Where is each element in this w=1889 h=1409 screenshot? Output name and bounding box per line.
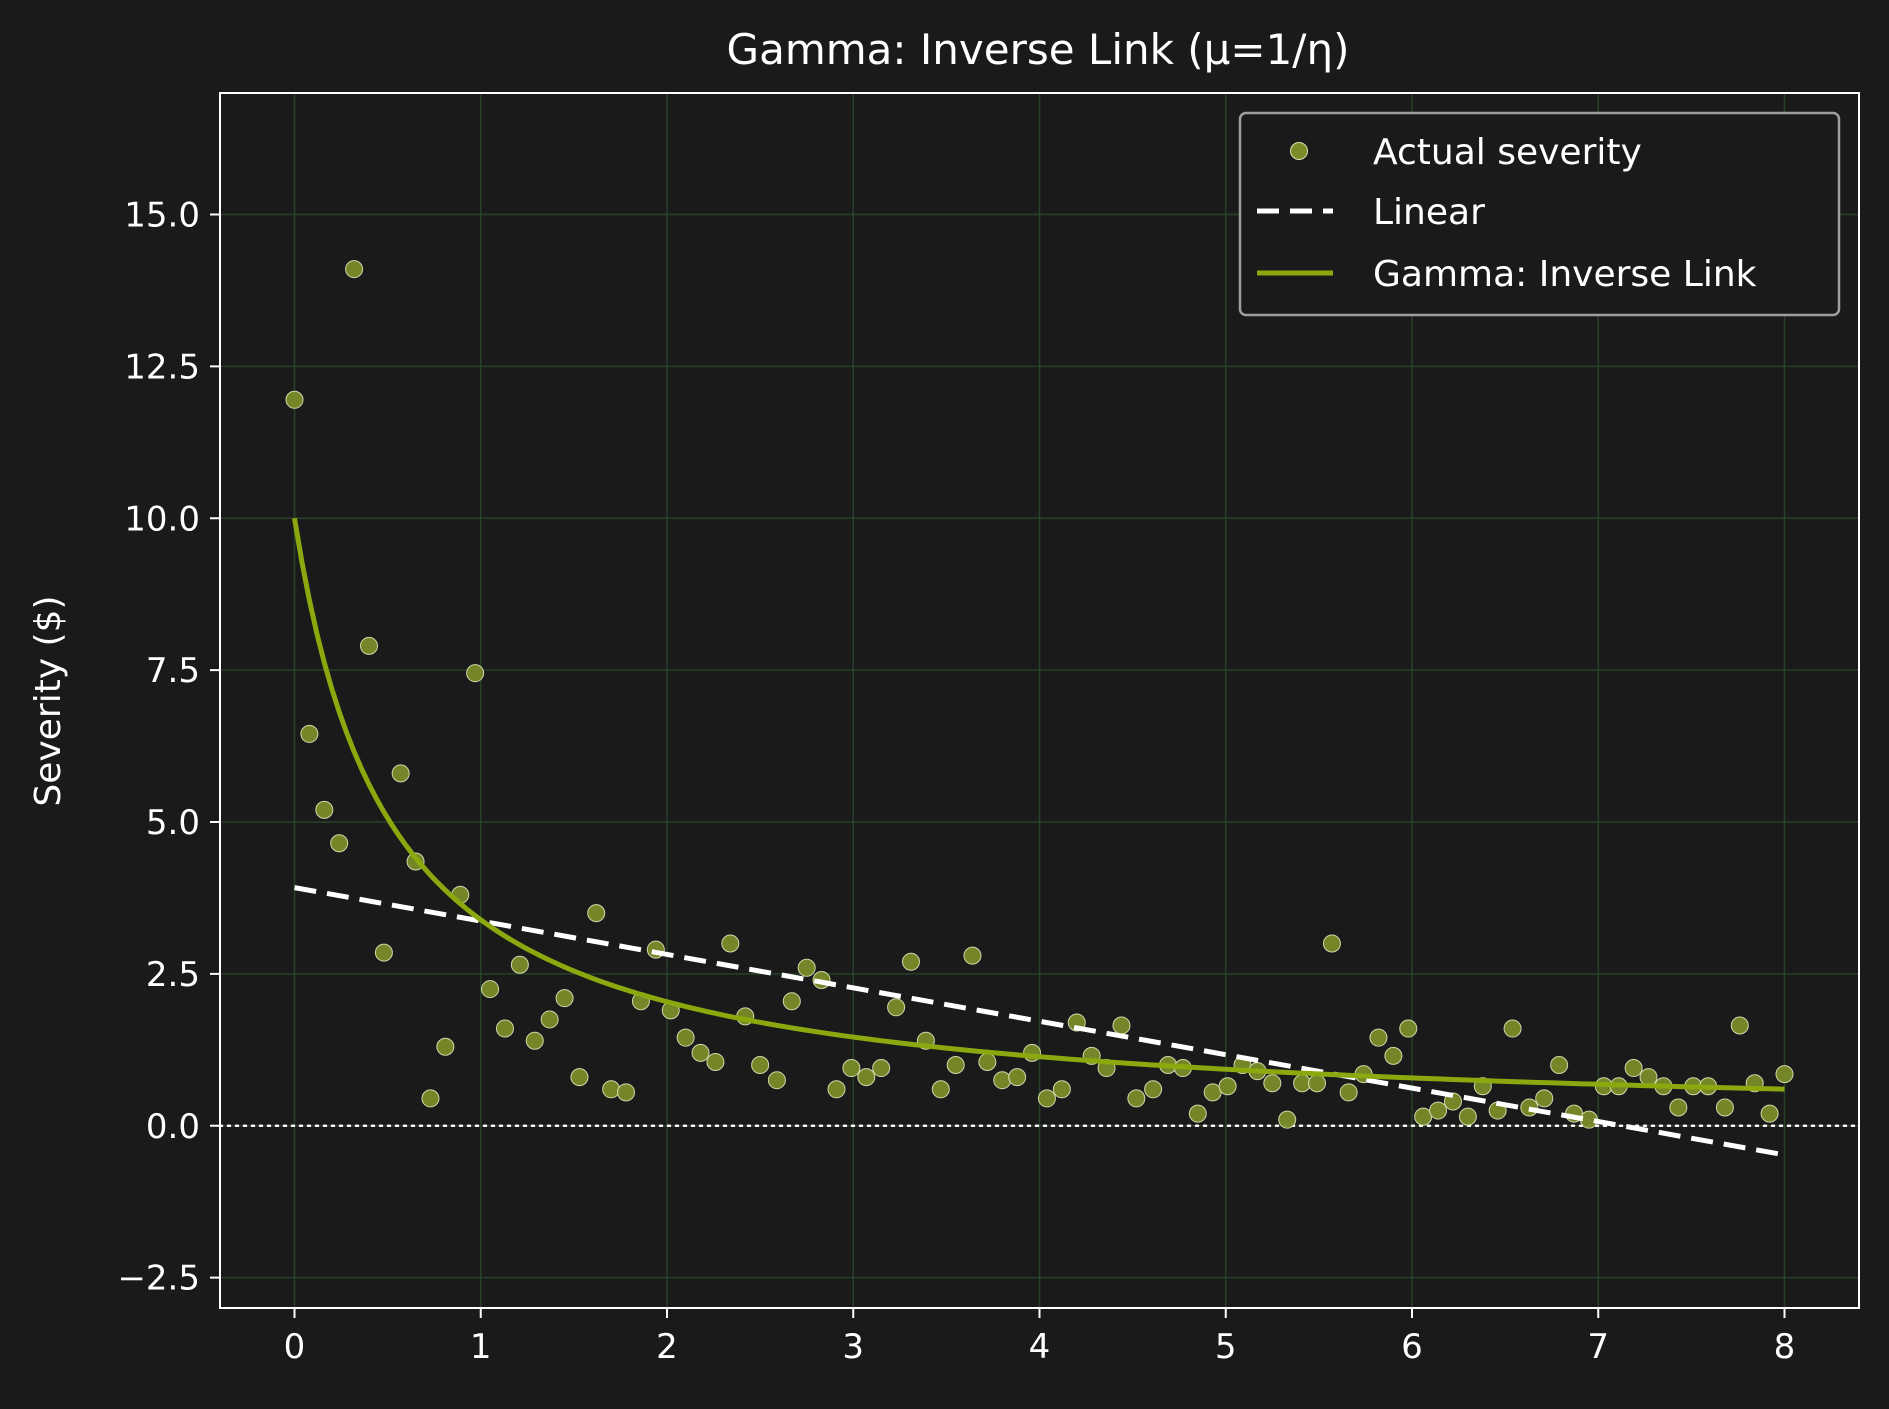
data-point xyxy=(751,1056,770,1074)
data-point xyxy=(1144,1080,1163,1099)
data-point xyxy=(1775,1065,1794,1084)
data-point xyxy=(691,1043,710,1062)
data-point xyxy=(555,989,574,1008)
data-point xyxy=(540,1010,559,1029)
fit-lines xyxy=(292,517,1785,1158)
data-point xyxy=(797,958,816,977)
data-point xyxy=(602,1080,621,1099)
data-point xyxy=(993,1071,1012,1090)
data-point xyxy=(1052,1080,1071,1099)
axis-ticks: 0 1 2 3 4 5 6 7 8 −2.5 0.0 2.5 5.0 7.5 10.0 12.5 15.0 xyxy=(117,196,1795,1368)
y-tick-label: 10.0 xyxy=(124,499,200,539)
data-point xyxy=(1535,1089,1554,1108)
y-tick-label: 5.0 xyxy=(146,803,200,843)
data-point xyxy=(1188,1104,1207,1123)
x-tick-label: 8 xyxy=(1774,1327,1796,1367)
data-point xyxy=(1339,1083,1358,1102)
data-point xyxy=(391,764,410,783)
data-point xyxy=(1624,1059,1643,1078)
x-tick-label: 1 xyxy=(470,1327,492,1367)
legend: Actual severity Linear Gamma: Inverse Link xyxy=(1238,111,1841,317)
data-point xyxy=(330,834,349,853)
data-point xyxy=(767,1071,786,1090)
x-tick-label: 5 xyxy=(1215,1327,1237,1367)
data-point xyxy=(842,1059,861,1078)
data-point xyxy=(360,636,378,655)
data-point xyxy=(1112,1016,1131,1035)
legend-label: Gamma: Inverse Link xyxy=(1373,254,1757,295)
legend-label: Actual severity xyxy=(1373,132,1642,173)
chart-title: Gamma: Inverse Link (μ=1/η) xyxy=(727,25,1350,74)
data-point xyxy=(1369,1028,1388,1047)
data-point xyxy=(931,1080,950,1099)
y-tick-label: 7.5 xyxy=(146,651,200,691)
data-point xyxy=(345,260,364,279)
data-point xyxy=(706,1052,725,1071)
data-point xyxy=(1458,1107,1477,1126)
data-point xyxy=(721,934,740,953)
data-point xyxy=(285,390,304,409)
y-tick-label: 12.5 xyxy=(124,347,200,387)
y-tick-label: −2.5 xyxy=(117,1259,200,1299)
data-point xyxy=(676,1028,695,1047)
linear-fit-line xyxy=(294,885,1785,1158)
data-point xyxy=(1263,1074,1282,1093)
data-point xyxy=(1715,1098,1734,1117)
data-point xyxy=(617,1083,636,1102)
data-point xyxy=(495,1019,514,1038)
legend-box xyxy=(1238,111,1841,317)
data-point xyxy=(466,664,485,683)
legend-scatter-marker xyxy=(1290,142,1308,160)
data-point xyxy=(978,1052,997,1071)
data-point xyxy=(315,800,334,819)
gamma-inverse-link-curve xyxy=(292,517,1785,1092)
data-point xyxy=(1429,1101,1448,1120)
data-point xyxy=(1278,1110,1297,1129)
y-tick-label: 2.5 xyxy=(146,955,200,995)
y-axis-label: Severity ($) xyxy=(28,595,69,806)
data-point xyxy=(1503,1019,1522,1038)
data-point xyxy=(436,1037,455,1056)
x-tick-label: 6 xyxy=(1401,1327,1423,1367)
data-point xyxy=(481,980,500,999)
data-point xyxy=(887,998,906,1017)
data-point xyxy=(1550,1056,1569,1074)
legend-label: Linear xyxy=(1373,192,1485,233)
data-point xyxy=(587,904,606,923)
x-tick-label: 0 xyxy=(284,1327,306,1367)
data-point xyxy=(1308,1074,1327,1093)
data-point xyxy=(1669,1098,1688,1117)
data-point xyxy=(1127,1089,1146,1108)
data-point xyxy=(1730,1016,1749,1035)
data-point xyxy=(946,1056,965,1074)
data-point xyxy=(1218,1077,1237,1096)
data-point xyxy=(872,1059,891,1078)
data-point xyxy=(827,1080,846,1099)
y-tick-label: 15.0 xyxy=(124,196,200,236)
data-point xyxy=(901,952,920,971)
data-point xyxy=(1384,1046,1403,1065)
data-point xyxy=(857,1068,876,1087)
data-point xyxy=(300,724,319,743)
data-point xyxy=(1322,934,1341,953)
data-point xyxy=(963,946,982,965)
y-tick-label: 0.0 xyxy=(146,1107,200,1147)
data-point xyxy=(782,992,801,1011)
x-tick-label: 3 xyxy=(842,1327,864,1367)
data-point xyxy=(1008,1068,1027,1087)
x-tick-label: 4 xyxy=(1029,1327,1051,1367)
x-tick-label: 2 xyxy=(656,1327,678,1367)
data-point xyxy=(510,955,529,974)
data-point xyxy=(421,1089,440,1108)
x-tick-label: 7 xyxy=(1587,1327,1609,1367)
data-point xyxy=(525,1031,544,1050)
data-point xyxy=(374,943,393,962)
data-point xyxy=(570,1068,589,1087)
data-point xyxy=(1760,1104,1779,1123)
data-point xyxy=(1037,1089,1056,1108)
data-point xyxy=(1399,1019,1418,1038)
